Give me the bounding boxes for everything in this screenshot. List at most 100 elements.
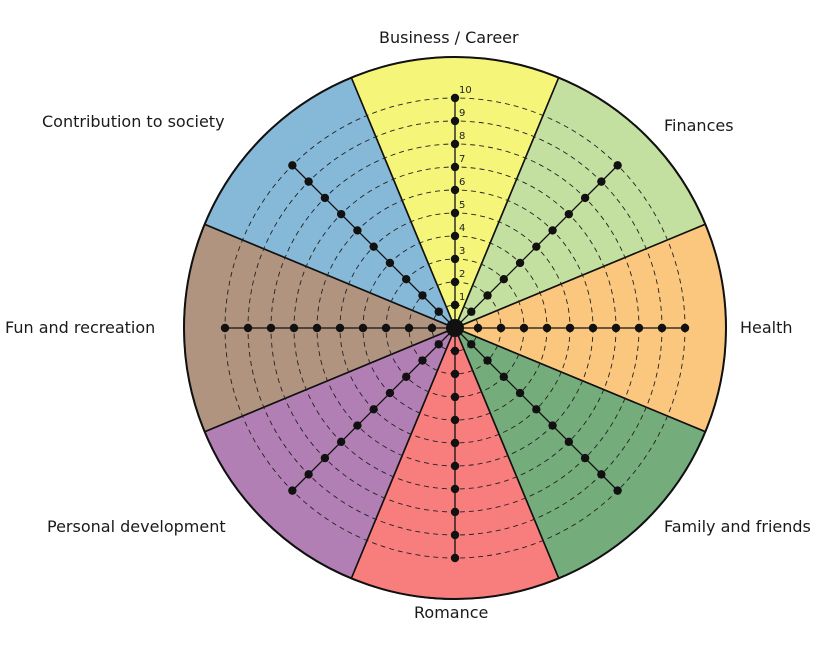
level-dot[interactable] (597, 177, 606, 186)
level-dot[interactable] (385, 258, 395, 268)
level-dot[interactable] (450, 300, 460, 310)
level-dot[interactable] (369, 242, 378, 251)
segment-label-fun: Fun and recreation (5, 318, 156, 337)
level-dot[interactable] (548, 226, 557, 235)
level-number: 7 (459, 154, 465, 165)
level-dot[interactable] (289, 323, 299, 333)
level-dot[interactable] (467, 307, 476, 316)
level-dot[interactable] (450, 185, 460, 195)
wheel-hub (446, 319, 464, 337)
level-dot[interactable] (580, 193, 590, 203)
level-dot[interactable] (450, 254, 460, 264)
level-number: 9 (459, 108, 465, 119)
level-dot[interactable] (243, 323, 253, 333)
segment-label-business: Business / Career (379, 28, 519, 47)
level-dot[interactable] (358, 323, 368, 333)
level-dot[interactable] (580, 453, 590, 463)
level-dot[interactable] (611, 323, 621, 333)
level-dot[interactable] (542, 323, 552, 333)
level-dot[interactable] (288, 486, 297, 495)
level-dot[interactable] (434, 340, 443, 349)
level-dot[interactable] (450, 484, 460, 494)
level-dot[interactable] (483, 291, 492, 300)
level-dot[interactable] (450, 530, 460, 540)
level-dot[interactable] (450, 438, 460, 448)
level-dot[interactable] (404, 323, 414, 333)
level-dot[interactable] (499, 275, 508, 284)
level-number: 3 (459, 246, 465, 257)
level-dot[interactable] (320, 453, 330, 463)
level-number: 2 (459, 269, 465, 280)
level-dot[interactable] (220, 323, 230, 333)
wheel-outline (183, 56, 727, 600)
level-dot[interactable] (402, 275, 411, 284)
level-dot[interactable] (499, 372, 508, 381)
level-dot[interactable] (532, 405, 541, 414)
level-dot[interactable] (450, 461, 460, 471)
level-dot[interactable] (450, 346, 460, 356)
segment-label-family: Family and friends (664, 517, 811, 536)
level-dot[interactable] (564, 209, 574, 219)
level-dot[interactable] (467, 340, 476, 349)
level-dot[interactable] (450, 208, 460, 218)
level-dot[interactable] (312, 323, 322, 333)
level-dot[interactable] (266, 323, 276, 333)
level-dot[interactable] (335, 323, 345, 333)
level-dot[interactable] (680, 323, 690, 333)
level-dot[interactable] (515, 388, 525, 398)
level-dot[interactable] (336, 437, 346, 447)
level-dot[interactable] (385, 388, 395, 398)
level-dot[interactable] (336, 209, 346, 219)
level-dot[interactable] (450, 162, 460, 172)
level-dot[interactable] (450, 553, 460, 563)
segment-label-contribution: Contribution to society (42, 112, 225, 131)
level-dot[interactable] (634, 323, 644, 333)
level-number: 10 (459, 85, 472, 96)
segment-label-romance: Romance (414, 603, 489, 622)
level-dot[interactable] (473, 323, 483, 333)
level-dot[interactable] (450, 277, 460, 287)
level-dot[interactable] (353, 421, 362, 430)
level-dot[interactable] (450, 369, 460, 379)
segment-label-finances: Finances (664, 116, 734, 135)
segment-label-health: Health (740, 318, 793, 337)
level-dot[interactable] (483, 356, 492, 365)
level-dot[interactable] (304, 177, 313, 186)
level-dot[interactable] (532, 242, 541, 251)
level-dot[interactable] (450, 415, 460, 425)
level-dot[interactable] (613, 161, 622, 170)
level-dot[interactable] (548, 421, 557, 430)
level-dot[interactable] (657, 323, 667, 333)
level-dot[interactable] (613, 486, 622, 495)
level-dot[interactable] (588, 323, 598, 333)
level-dot[interactable] (418, 291, 427, 300)
level-dot[interactable] (381, 323, 391, 333)
segment-label-personal: Personal development (47, 517, 226, 536)
level-dot[interactable] (304, 470, 313, 479)
level-dot[interactable] (515, 258, 525, 268)
level-number: 8 (459, 131, 465, 142)
level-dot[interactable] (496, 323, 506, 333)
level-dot[interactable] (450, 507, 460, 517)
level-dot[interactable] (450, 116, 460, 126)
level-dot[interactable] (519, 323, 529, 333)
level-dot[interactable] (369, 405, 378, 414)
level-dot[interactable] (434, 307, 443, 316)
level-dot[interactable] (450, 231, 460, 241)
level-number: 5 (459, 200, 465, 211)
level-dot[interactable] (427, 323, 437, 333)
level-dot[interactable] (564, 437, 574, 447)
level-dot[interactable] (597, 470, 606, 479)
level-number: 1 (459, 292, 465, 303)
level-dot[interactable] (402, 372, 411, 381)
level-dot[interactable] (320, 193, 330, 203)
level-dot[interactable] (450, 392, 460, 402)
level-dot[interactable] (353, 226, 362, 235)
level-number: 6 (459, 177, 465, 188)
level-dot[interactable] (450, 139, 460, 149)
level-dot[interactable] (418, 356, 427, 365)
level-dot[interactable] (288, 161, 297, 170)
level-dot[interactable] (565, 323, 575, 333)
level-dot[interactable] (450, 93, 460, 103)
